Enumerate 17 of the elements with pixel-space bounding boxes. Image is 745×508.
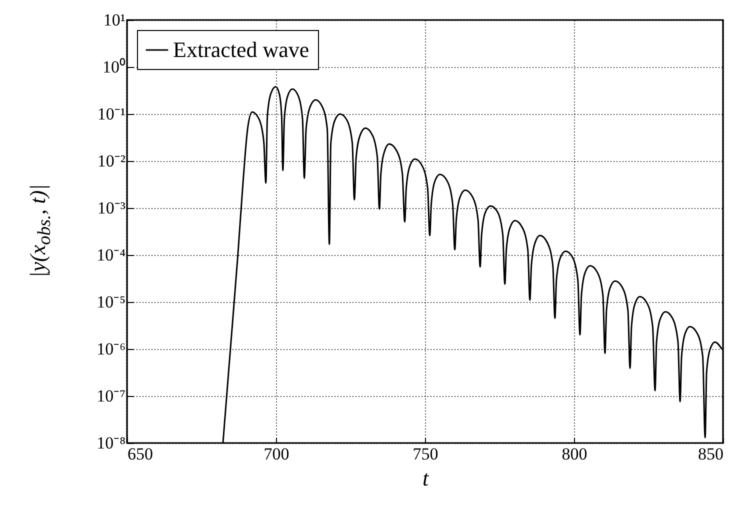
y-tick-label: 10⁰	[102, 58, 126, 76]
y-tick-label: 10⁻⁷	[96, 386, 126, 406]
x-tick-label: 700	[264, 444, 290, 464]
y-tick-label: 10⁻³	[97, 198, 126, 218]
y-tick-label: 10⁻⁵	[96, 292, 126, 312]
x-tick-label: 850	[698, 444, 724, 464]
x-tick-label: 800	[562, 444, 588, 464]
y-tick-label: 10⁻¹	[97, 104, 126, 124]
x-tick-label: 750	[412, 444, 438, 464]
y-tick-label: 10⁻⁸	[96, 434, 126, 452]
x-axis-title: t	[422, 466, 430, 490]
y-tick-label: 10⁻⁴	[96, 246, 126, 264]
y-tick-label: 10¹	[103, 10, 126, 30]
y-tick-label: 10⁻⁶	[96, 340, 126, 358]
x-tick-label: 650	[128, 444, 153, 464]
y-tick-label: 10⁻²	[97, 152, 126, 170]
legend-label: Extracted wave	[173, 37, 310, 62]
